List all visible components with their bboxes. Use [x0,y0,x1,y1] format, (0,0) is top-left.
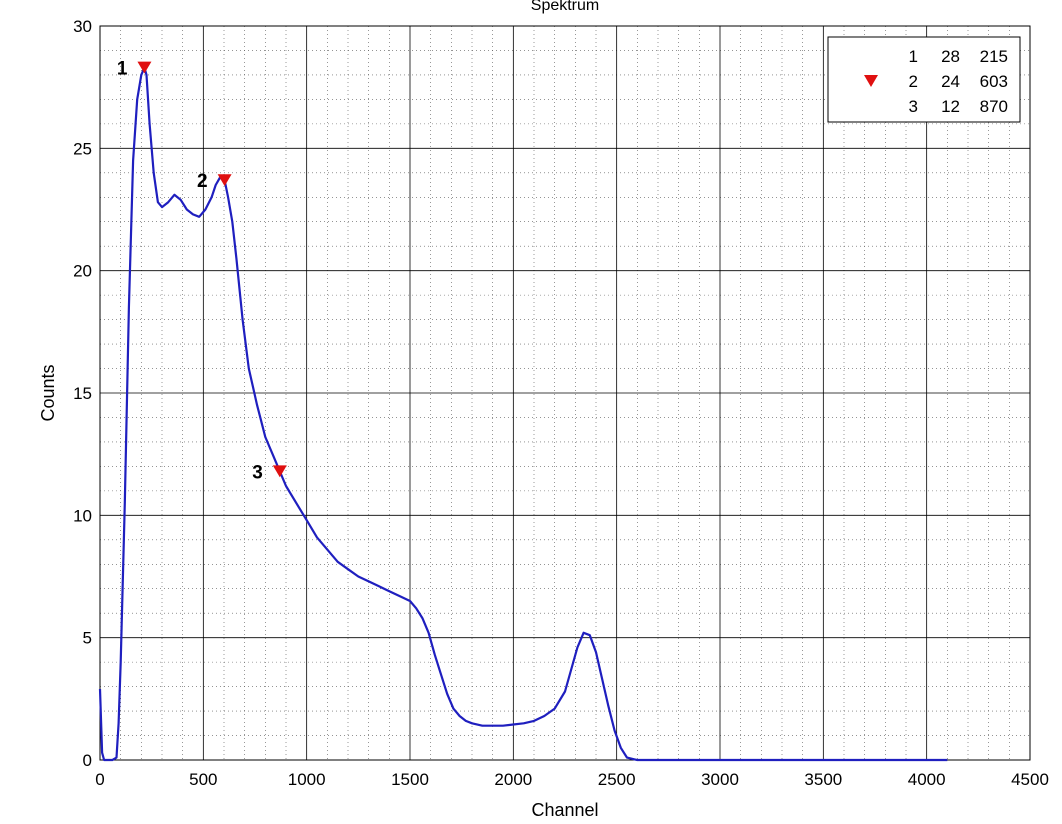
chart-title: Spektrum [531,0,599,14]
peak-marker [217,174,232,187]
legend-count: 24 [941,72,960,91]
peak-markers: 1 2 3 [117,59,287,483]
y-tick-label: 0 [83,751,92,770]
peak-marker [137,61,152,74]
legend: 1 28 215 2 24 603 3 12 870 [827,36,1021,123]
axis-ticks: 0 500 1000 1500 2000 2500 3000 3500 4000 4500 0 5 10… [73,17,1049,789]
peak-label: 1 [117,59,128,80]
legend-channel: 870 [980,97,1008,116]
x-tick-label: 4500 [1011,770,1049,789]
y-tick-label: 10 [73,506,92,525]
legend-count: 28 [941,47,960,66]
grid [100,26,1030,760]
y-axis-label: Counts [38,364,58,421]
y-tick-label: 20 [73,262,92,281]
y-tick-label: 5 [83,629,92,648]
x-axis-label: Channel [531,800,598,820]
legend-channel: 215 [980,47,1008,66]
x-tick-label: 3500 [804,770,842,789]
x-tick-label: 4000 [908,770,946,789]
y-tick-label: 30 [73,17,92,36]
peak-marker [272,465,287,478]
legend-count: 12 [941,97,960,116]
y-tick-label: 25 [73,139,92,158]
x-tick-label: 1500 [391,770,429,789]
legend-id: 1 [909,47,918,66]
legend-channel: 603 [980,72,1008,91]
x-tick-label: 2500 [598,770,636,789]
peak-label: 3 [252,462,263,483]
x-tick-label: 0 [95,770,104,789]
legend-box [827,36,1021,123]
x-tick-label: 3000 [701,770,739,789]
y-tick-label: 15 [73,384,92,403]
spectrum-line [98,66,948,762]
x-tick-label: 500 [189,770,217,789]
legend-id: 3 [909,97,918,116]
legend-marker [864,75,878,87]
legend-id: 2 [909,72,918,91]
peak-label: 2 [197,171,208,192]
x-tick-label: 1000 [288,770,326,789]
x-tick-label: 2000 [494,770,532,789]
plot-frame [99,25,1031,761]
